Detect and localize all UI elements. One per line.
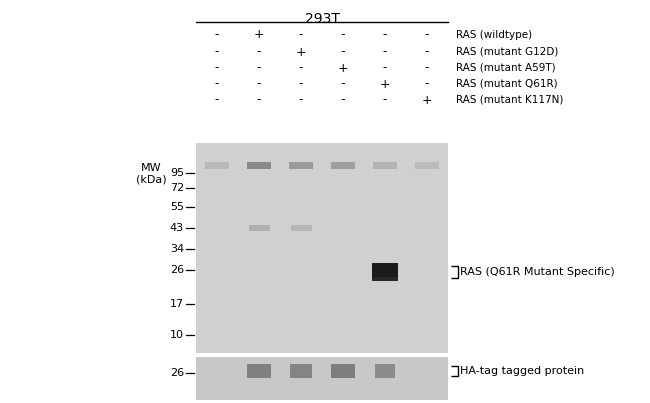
Text: -: - <box>299 93 304 106</box>
Bar <box>196 353 448 357</box>
Bar <box>248 225 270 231</box>
Text: -: - <box>299 29 304 42</box>
Text: -: - <box>424 77 429 91</box>
Text: -: - <box>424 29 429 42</box>
Text: -: - <box>424 46 429 58</box>
Text: -: - <box>214 29 219 42</box>
Text: -: - <box>341 46 345 58</box>
Text: -: - <box>341 77 345 91</box>
Text: -: - <box>299 77 304 91</box>
Bar <box>415 162 439 169</box>
Bar <box>372 276 398 281</box>
Text: 43: 43 <box>170 223 184 233</box>
Text: 26: 26 <box>170 368 184 378</box>
Text: -: - <box>214 93 219 106</box>
Text: 17: 17 <box>170 299 184 309</box>
Bar <box>291 225 311 231</box>
Bar <box>331 162 355 169</box>
Text: 55: 55 <box>170 202 184 212</box>
Text: +: + <box>254 29 265 42</box>
Text: 95: 95 <box>170 168 184 178</box>
Text: RAS (wildtype): RAS (wildtype) <box>456 30 532 40</box>
Text: -: - <box>424 62 429 75</box>
Text: -: - <box>257 46 261 58</box>
Text: RAS (mutant K117N): RAS (mutant K117N) <box>456 95 564 105</box>
Bar <box>196 357 448 400</box>
Text: 34: 34 <box>170 244 184 254</box>
Text: +: + <box>380 77 390 91</box>
Text: -: - <box>257 62 261 75</box>
Bar <box>375 364 395 378</box>
Text: 293T: 293T <box>305 12 339 26</box>
Text: HA-tag tagged protein: HA-tag tagged protein <box>460 366 584 376</box>
Text: 26: 26 <box>170 265 184 275</box>
Text: MW
(kDa): MW (kDa) <box>136 163 166 185</box>
Text: RAS (mutant G12D): RAS (mutant G12D) <box>456 47 558 57</box>
Bar <box>248 364 270 378</box>
Bar <box>290 364 312 378</box>
Text: 72: 72 <box>170 183 184 193</box>
Text: -: - <box>257 77 261 91</box>
Text: -: - <box>341 93 345 106</box>
Text: -: - <box>383 46 387 58</box>
Text: -: - <box>214 62 219 75</box>
Text: -: - <box>341 29 345 42</box>
Text: +: + <box>296 46 306 58</box>
Bar <box>331 364 355 378</box>
Text: RAS (Q61R Mutant Specific): RAS (Q61R Mutant Specific) <box>460 267 615 277</box>
Text: RAS (mutant A59T): RAS (mutant A59T) <box>456 63 556 73</box>
Text: -: - <box>383 93 387 106</box>
Bar <box>196 143 448 353</box>
Text: -: - <box>299 62 304 75</box>
Text: -: - <box>257 93 261 106</box>
Bar <box>247 162 271 169</box>
Text: -: - <box>214 46 219 58</box>
Text: +: + <box>338 62 348 75</box>
Text: RAS (mutant Q61R): RAS (mutant Q61R) <box>456 79 558 89</box>
Text: -: - <box>383 29 387 42</box>
Bar <box>205 162 229 169</box>
Text: +: + <box>422 93 432 106</box>
Bar <box>289 162 313 169</box>
Text: -: - <box>214 77 219 91</box>
Bar <box>372 263 398 281</box>
Text: -: - <box>383 62 387 75</box>
Bar <box>373 162 397 169</box>
Text: 10: 10 <box>170 330 184 340</box>
